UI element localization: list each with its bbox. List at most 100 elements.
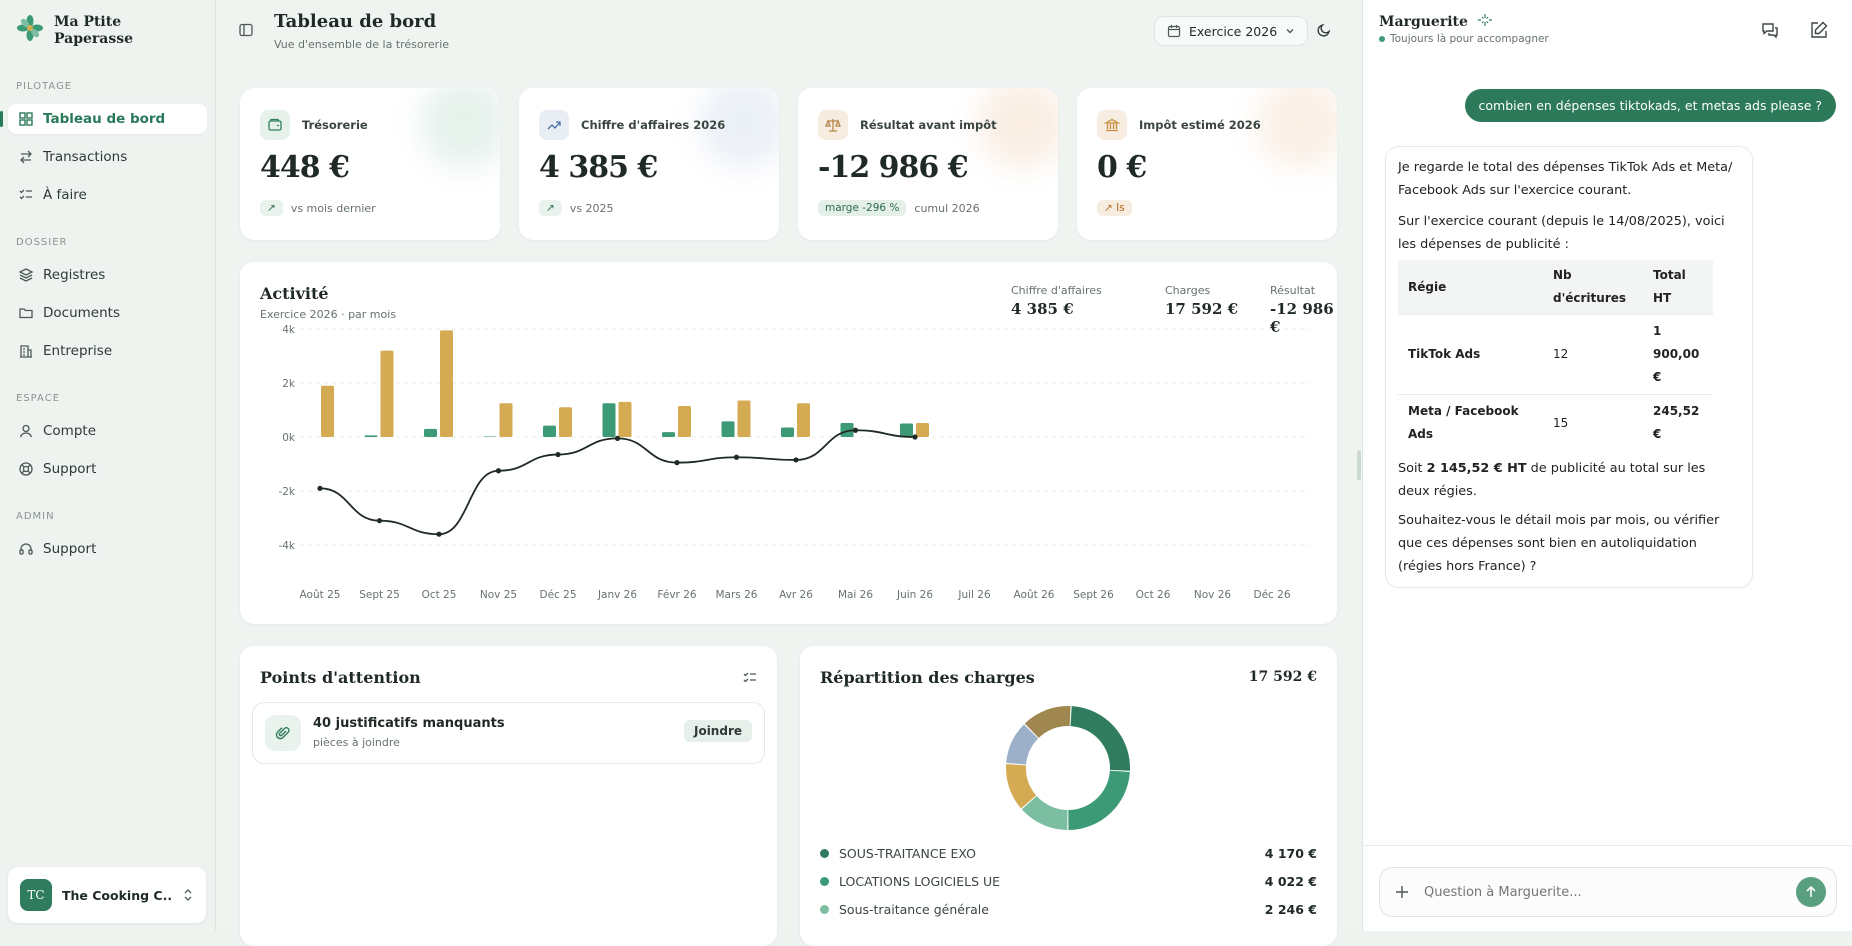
kpi-value: 0 € xyxy=(1097,150,1147,185)
kpi-tresorerie[interactable]: Trésorerie 448 € ↗ vs mois dernier xyxy=(240,88,500,240)
summary-resultat: Résultat -12 986 € xyxy=(1270,284,1337,336)
chat-input[interactable] xyxy=(1424,884,1764,900)
summary-label: Chiffre d'affaires xyxy=(1011,284,1102,297)
chevron-down-icon xyxy=(1286,29,1294,34)
page-title: Tableau de bord xyxy=(274,11,437,32)
legend-row: LOCATIONS LOGICIELS UE 4 022 € xyxy=(820,874,1317,889)
building-icon xyxy=(20,345,32,358)
kpi-chiffre-affaires[interactable]: Chiffre d'affaires 2026 4 385 € ↗ vs 2025 xyxy=(519,88,779,240)
x-tick-label: Oct 25 xyxy=(422,589,457,601)
x-tick-label: Avr 26 xyxy=(779,589,813,601)
donut-slice xyxy=(1068,770,1130,830)
app-name: Ma Ptite Paperasse xyxy=(54,14,134,47)
assistant-name-text: Marguerite xyxy=(1379,14,1468,30)
legend-dot xyxy=(820,849,829,858)
resultat-point xyxy=(793,457,799,463)
bar-charges xyxy=(559,407,572,437)
assistant-status: Toujours là pour accompagner xyxy=(1379,33,1549,45)
topbar: Tableau de bord Vue d'ensemble de la tré… xyxy=(216,0,1362,62)
kpi-badge: ↗ Is xyxy=(1097,200,1132,216)
table-cell: 15 xyxy=(1543,394,1643,451)
bar-chiffre-affaires xyxy=(364,435,378,437)
plus-icon[interactable] xyxy=(1394,884,1410,900)
nav-entreprise[interactable]: Entreprise xyxy=(8,336,207,366)
bar-chiffre-affaires xyxy=(840,422,854,437)
nav-admin-support[interactable]: Support xyxy=(8,534,207,564)
charges-title: Répartition des charges xyxy=(820,668,1035,687)
resultat-point xyxy=(733,454,740,460)
attention-title: Points d'attention xyxy=(260,668,421,687)
chat-panel: Marguerite Toujours là pour accompagner … xyxy=(1357,0,1852,931)
kpi-label: Chiffre d'affaires 2026 xyxy=(581,118,726,132)
donut-slice xyxy=(1006,764,1037,809)
chat-input-box[interactable] xyxy=(1379,867,1837,917)
bot-text: de publicité au total sur les deux régie… xyxy=(1398,461,1706,499)
nav-transactions[interactable]: Transactions xyxy=(8,142,207,172)
kpi-glow xyxy=(699,88,779,168)
x-tick-label: Juil 26 xyxy=(957,589,991,601)
resize-handle[interactable] xyxy=(1357,450,1361,480)
attention-card: Points d'attention 40 justificatifs manq… xyxy=(240,646,777,946)
kpi-badge: ↗ xyxy=(539,200,562,216)
assistant-name: Marguerite xyxy=(1379,13,1493,30)
scale-icon xyxy=(825,119,841,132)
new-chat-icon[interactable] xyxy=(1809,20,1829,40)
joindre-button[interactable]: Joindre xyxy=(683,720,752,742)
calendar-icon xyxy=(1167,25,1181,38)
kpi-note: vs 2025 xyxy=(569,201,614,215)
company-switcher[interactable]: TC The Cooking C... xyxy=(8,867,206,923)
bar-chiffre-affaires xyxy=(602,403,616,437)
kpi-icon-box xyxy=(539,110,569,140)
kpi-glow xyxy=(1257,88,1337,168)
nav-tableau-de-bord[interactable]: Tableau de bord xyxy=(0,104,207,134)
attention-item-sub: pièces à joindre xyxy=(313,736,400,749)
exercice-label: Exercice 2026 xyxy=(1189,23,1278,39)
send-button[interactable] xyxy=(1796,877,1826,907)
x-tick-label: Août 25 xyxy=(300,589,341,601)
resultat-point xyxy=(436,531,442,537)
charges-card: Répartition des charges 17 592 € SOUS-TR… xyxy=(800,646,1337,946)
attention-item[interactable]: 40 justificatifs manquants pièces à join… xyxy=(252,702,765,764)
resultat-point xyxy=(674,460,680,466)
bar-charges xyxy=(440,330,453,437)
summary-charges: Charges 17 592 € xyxy=(1165,284,1238,318)
sidebar-toggle-icon[interactable] xyxy=(238,22,254,38)
kpi-impot[interactable]: Impôt estimé 2026 0 € ↗ Is xyxy=(1077,88,1337,240)
nav-support[interactable]: Support xyxy=(8,454,207,484)
ads-table: Régie Nb d'écritures Total HT TikTok Ads… xyxy=(1398,260,1713,451)
legend-label: SOUS-TRAITANCE EXO xyxy=(839,846,976,861)
summary-value: 4 385 € xyxy=(1011,300,1074,318)
conversations-icon[interactable] xyxy=(1760,20,1780,40)
table-header: Régie xyxy=(1398,260,1543,315)
kpi-glow xyxy=(420,88,500,168)
exercice-selector[interactable]: Exercice 2026 xyxy=(1154,16,1309,46)
table-header: Nb d'écritures xyxy=(1543,260,1643,315)
bank-icon xyxy=(1104,118,1120,132)
bar-charges xyxy=(380,350,394,437)
brand[interactable]: Ma Ptite Paperasse xyxy=(16,14,154,48)
headset-icon xyxy=(19,543,33,555)
moon-icon[interactable] xyxy=(1316,22,1332,38)
kpi-icon-box xyxy=(818,110,848,140)
resultat-point xyxy=(376,518,383,524)
kpi-label: Impôt estimé 2026 xyxy=(1139,118,1261,132)
checklist-icon[interactable] xyxy=(742,670,758,686)
kpi-value: 448 € xyxy=(260,150,350,185)
bot-text: Soit xyxy=(1398,461,1427,476)
assistant-message: Je regarde le total des dépenses TikTok … xyxy=(1385,146,1753,588)
kpi-resultat[interactable]: Résultat avant impôt -12 986 € marge -29… xyxy=(798,88,1058,240)
bar-chiffre-affaires xyxy=(543,425,556,437)
nav-label: Registres xyxy=(43,267,106,283)
table-cell: 245,52 € xyxy=(1643,394,1713,451)
table-cell: 1 900,00 € xyxy=(1643,314,1713,395)
resultat-point xyxy=(555,451,561,458)
divider xyxy=(1363,845,1852,846)
nav-compte[interactable]: Compte xyxy=(8,416,207,446)
legend-row: SOUS-TRAITANCE EXO 4 170 € xyxy=(820,846,1317,861)
nav-registres[interactable]: Registres xyxy=(8,260,207,290)
nav-a-faire[interactable]: À faire xyxy=(8,180,207,210)
checklist-icon xyxy=(19,189,32,200)
nav-documents[interactable]: Documents xyxy=(8,298,207,328)
x-tick-label: Juin 26 xyxy=(896,589,933,601)
bot-paragraph: Je regarde le total des dépenses TikTok … xyxy=(1398,160,1733,198)
